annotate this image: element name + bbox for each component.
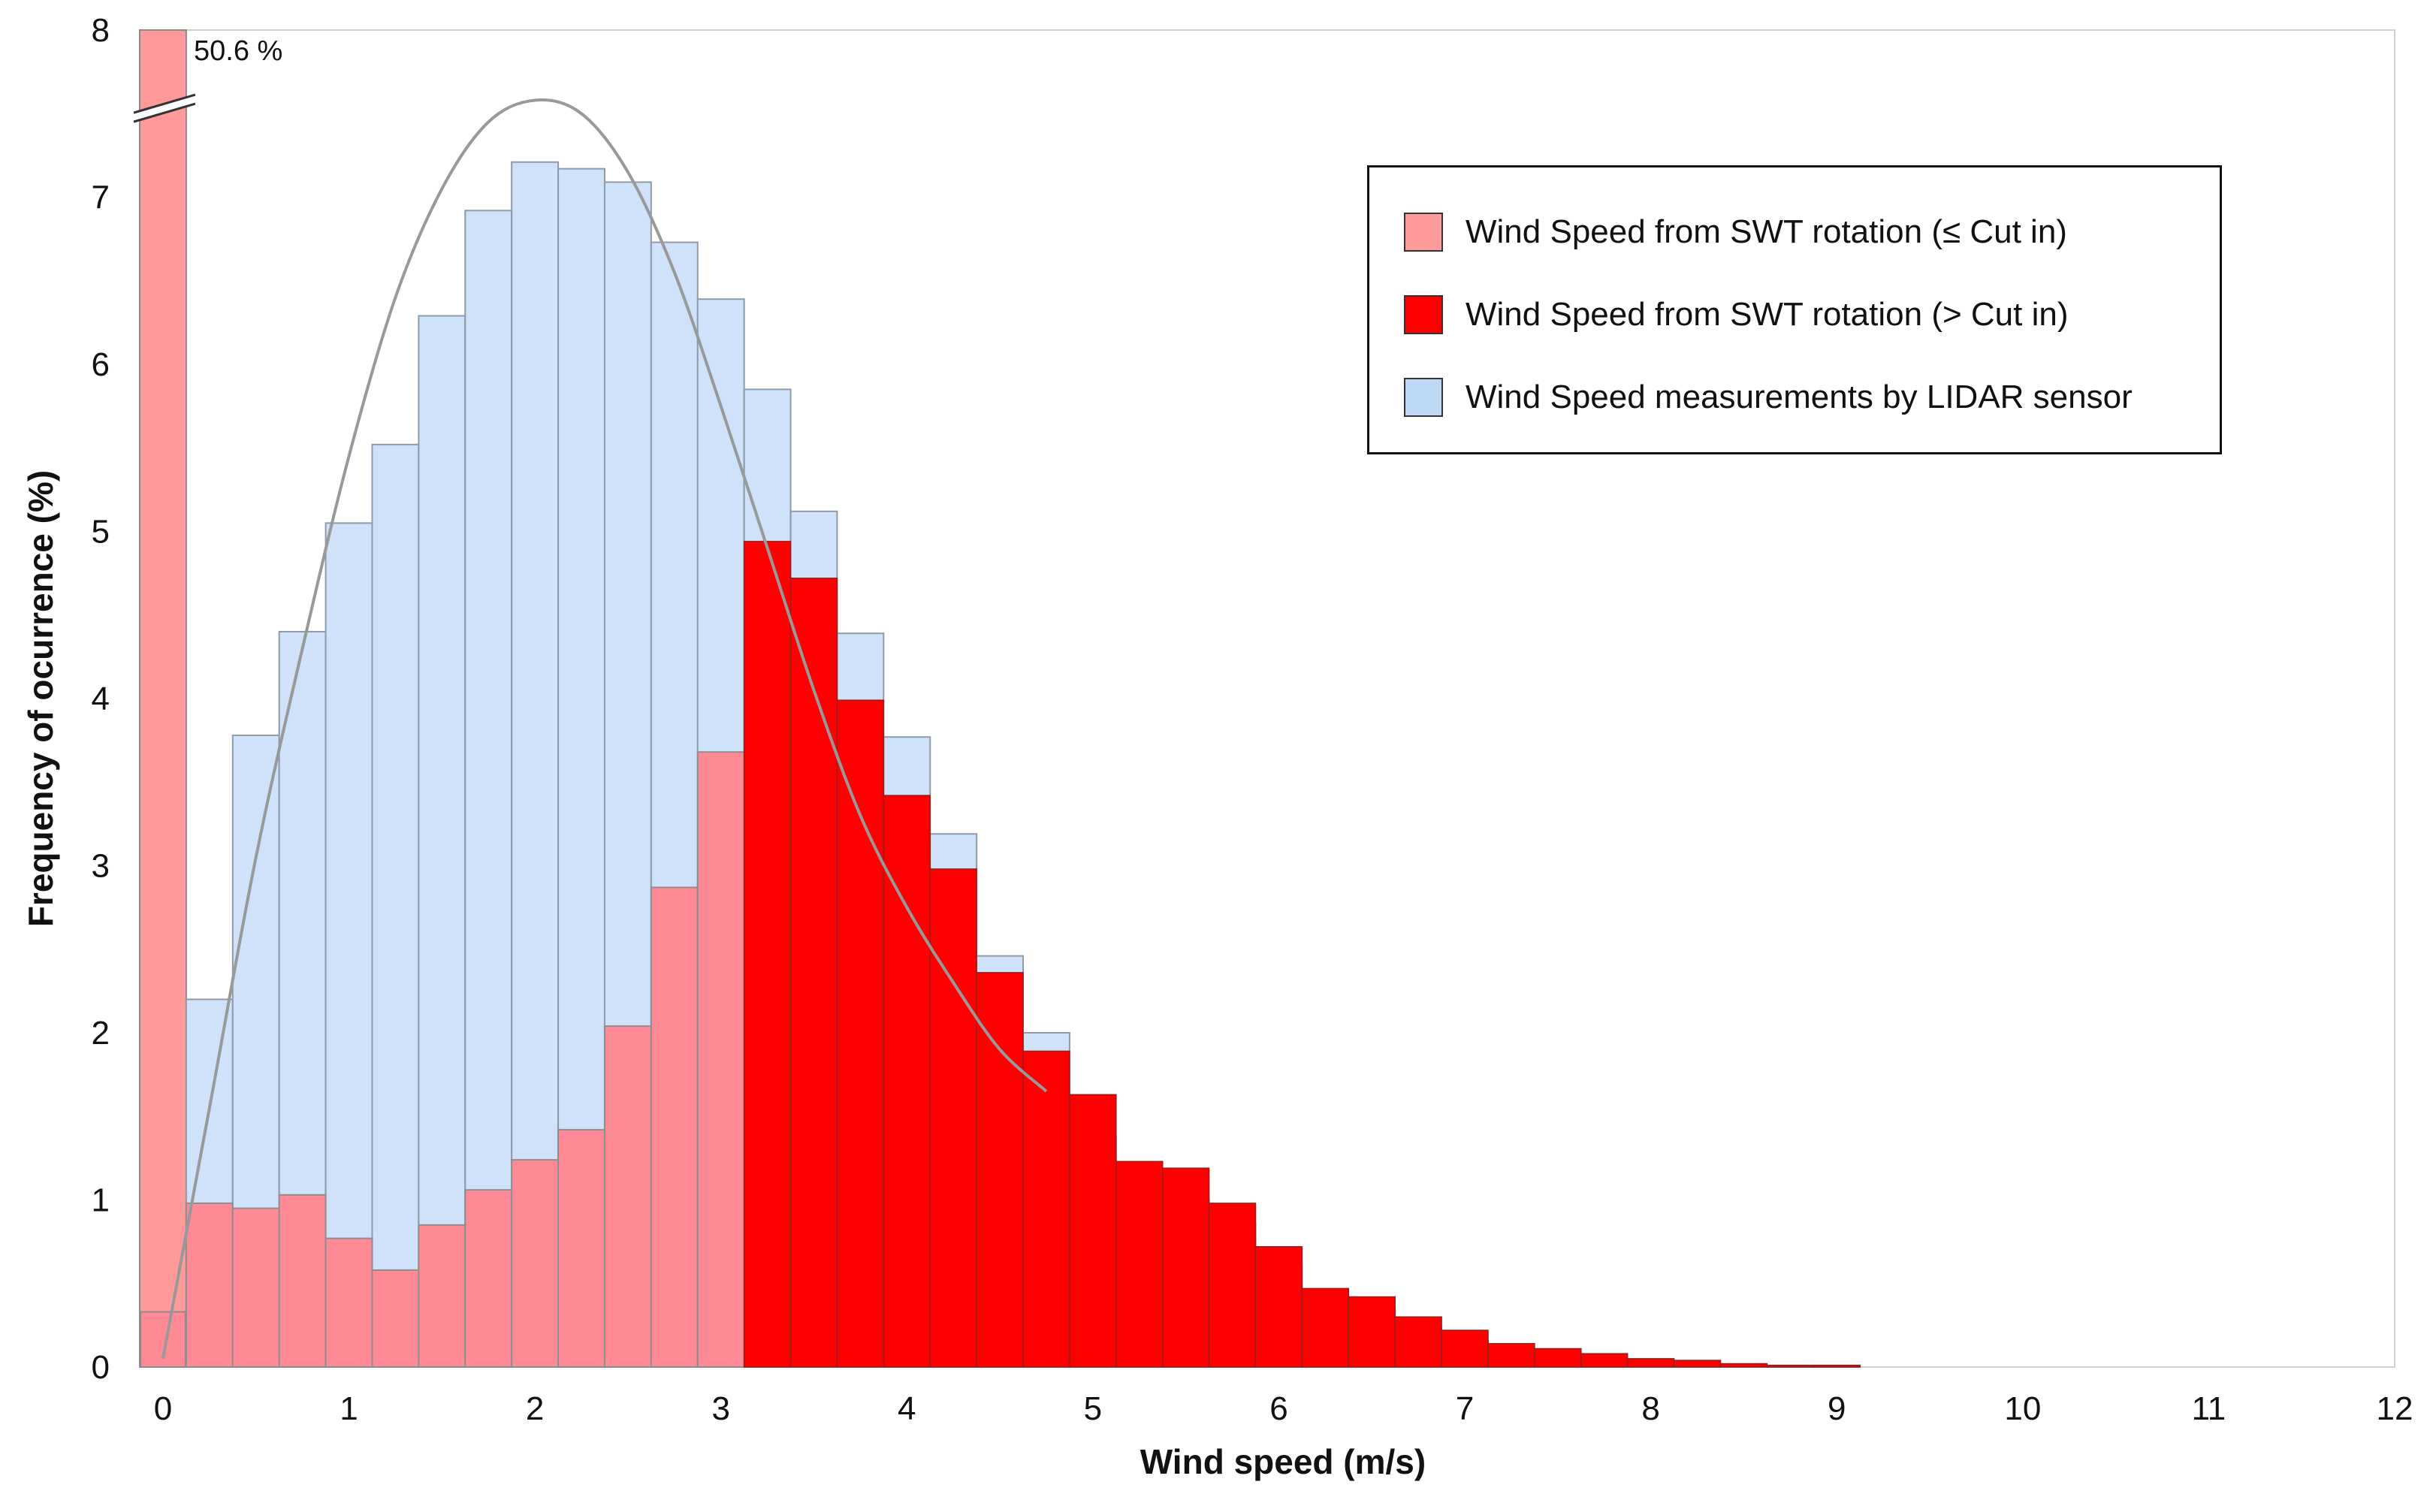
y-tick-label: 6 (92, 346, 110, 383)
bar-swt-cut-in-high (1487, 1343, 1535, 1368)
x-tick-label: 3 (711, 1390, 729, 1427)
bars-layer (133, 29, 1861, 1369)
y-tick-label: 1 (92, 1182, 110, 1219)
bar-swt-cut-in-low (511, 1159, 560, 1368)
bar-swt-cut-in-high (1394, 1316, 1442, 1368)
bar-swt-cut-in-high (1766, 1365, 1815, 1368)
bar-swt-cut-in-high (1534, 1348, 1582, 1368)
bar-zero-bin (139, 29, 187, 1368)
x-tick-label: 11 (2192, 1390, 2226, 1427)
axis-break-gap (134, 95, 195, 122)
legend-swatch-lidar (1404, 378, 1443, 417)
bar-swt-cut-in-low (278, 1194, 327, 1368)
bar-swt-cut-in-high (743, 541, 792, 1368)
y-tick-label: 5 (92, 514, 110, 551)
bar-swt-cut-in-low (185, 1202, 234, 1368)
y-axis-title: Frequency of ocurrence (%) (21, 470, 60, 927)
bar-swt-cut-in-high (1626, 1358, 1675, 1368)
x-tick-label: 7 (1456, 1390, 1474, 1427)
bar-swt-cut-in-low (464, 1189, 513, 1369)
y-tick-label: 7 (92, 180, 110, 216)
fit-curve-line (161, 98, 1048, 1360)
bar-swt-cut-in-low (371, 1269, 420, 1368)
bar-swt-cut-in-high (976, 972, 1024, 1368)
legend-item-lidar: Wind Speed measurements by LIDAR sensor (1404, 376, 2133, 418)
zero-bin-annotation: 50.6 % (194, 35, 282, 67)
bar-zero-bin-lidar (140, 1311, 186, 1368)
x-tick-label: 4 (898, 1390, 916, 1427)
legend-item-cut-in-high: Wind Speed from SWT rotation (> Cut in) (1404, 294, 2068, 336)
x-tick-label: 9 (1828, 1390, 1846, 1427)
bar-lidar (371, 443, 420, 1368)
bar-swt-cut-in-high (1813, 1365, 1861, 1368)
x-tick-label: 10 (2004, 1390, 2041, 1427)
axis-break-mark-2 (133, 102, 196, 123)
y-tick-label: 8 (92, 12, 110, 49)
x-tick-label: 12 (2377, 1390, 2413, 1427)
bar-swt-cut-in-high (1161, 1167, 1210, 1368)
bar-swt-cut-in-high (789, 578, 838, 1368)
legend-swatch-cut-in-low (1404, 213, 1443, 252)
bar-swt-cut-in-high (836, 699, 885, 1368)
legend-label-cut-in-low: Wind Speed from SWT rotation (≤ Cut in) (1466, 213, 2067, 250)
legend-label-cut-in-high: Wind Speed from SWT rotation (> Cut in) (1466, 296, 2069, 333)
y-tick-label: 4 (92, 681, 110, 717)
bar-swt-cut-in-low (324, 1237, 373, 1369)
bar-swt-cut-in-high (1254, 1246, 1303, 1368)
x-tick-label: 8 (1641, 1390, 1659, 1427)
y-tick-label: 3 (92, 848, 110, 885)
bar-swt-cut-in-high (883, 795, 931, 1368)
bar-swt-cut-in-low (557, 1129, 605, 1369)
bar-swt-cut-in-low (603, 1025, 652, 1368)
bar-swt-cut-in-high (1719, 1363, 1768, 1368)
bar-swt-cut-in-low (231, 1207, 280, 1368)
bar-swt-cut-in-low (418, 1224, 466, 1368)
bar-swt-cut-in-high (1673, 1360, 1722, 1368)
legend-swatch-cut-in-high (1404, 295, 1443, 334)
bar-lidar (418, 315, 466, 1369)
legend-label-lidar: Wind Speed measurements by LIDAR sensor (1466, 379, 2133, 415)
x-tick-label: 6 (1269, 1390, 1287, 1427)
bar-lidar (464, 210, 513, 1368)
axis-break-mark-1 (133, 93, 196, 114)
legend-item-cut-in-low: Wind Speed from SWT rotation (≤ Cut in) (1404, 211, 2067, 253)
curve-layer (161, 98, 1048, 1360)
bar-swt-cut-in-high (1301, 1287, 1350, 1368)
bar-swt-cut-in-high (1348, 1296, 1396, 1368)
bar-swt-cut-in-low (696, 751, 745, 1368)
bar-swt-cut-in-high (1208, 1203, 1257, 1368)
y-tick-label: 2 (92, 1015, 110, 1052)
x-tick-label: 1 (340, 1390, 358, 1427)
bar-swt-cut-in-high (1069, 1094, 1117, 1368)
x-tick-label: 0 (154, 1390, 172, 1427)
bar-swt-cut-in-high (1441, 1329, 1489, 1368)
bar-swt-cut-in-low (650, 886, 699, 1369)
bar-swt-cut-in-high (1580, 1353, 1629, 1368)
bar-swt-cut-in-high (1022, 1050, 1070, 1368)
y-tick-label: 0 (92, 1349, 110, 1386)
bar-swt-cut-in-high (1115, 1160, 1164, 1368)
legend: Wind Speed from SWT rotation (≤ Cut in) … (1367, 165, 2222, 454)
x-tick-label: 2 (526, 1390, 544, 1427)
bar-swt-cut-in-high (929, 868, 977, 1368)
x-tick-label: 5 (1084, 1390, 1102, 1427)
x-axis-title: Wind speed (m/s) (1140, 1442, 1426, 1481)
